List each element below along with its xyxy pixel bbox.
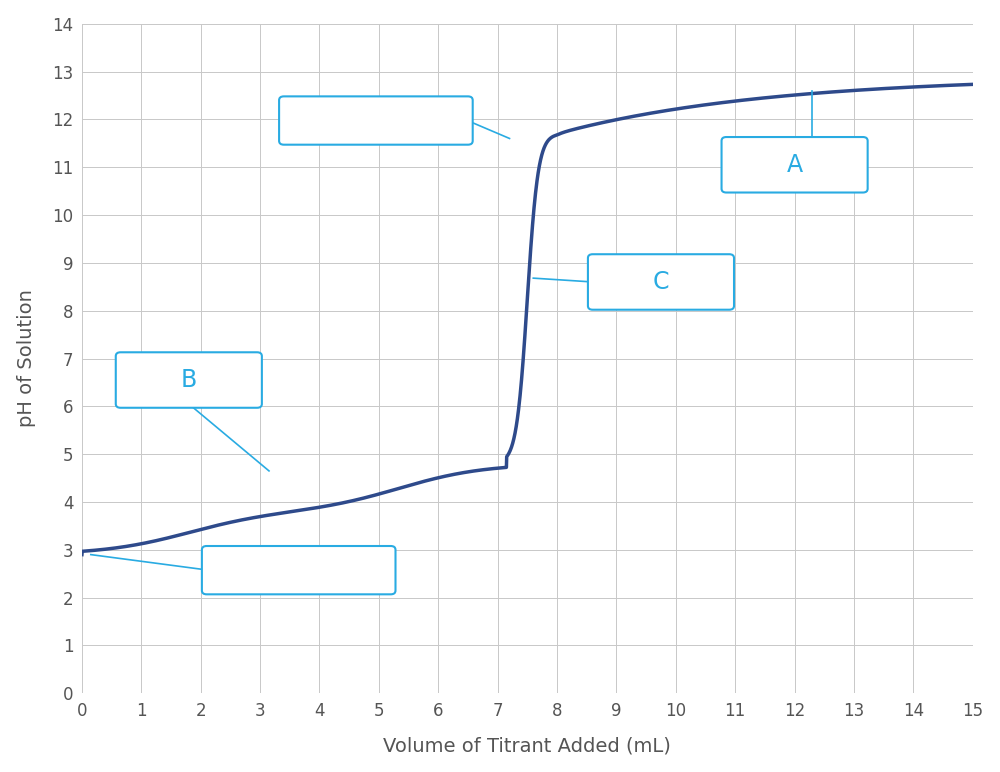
Text: A: A <box>787 153 803 177</box>
FancyBboxPatch shape <box>279 96 473 144</box>
FancyBboxPatch shape <box>722 137 868 192</box>
FancyBboxPatch shape <box>116 352 262 408</box>
Text: B: B <box>181 368 197 392</box>
Text: C: C <box>653 270 669 294</box>
Y-axis label: pH of Solution: pH of Solution <box>17 290 36 428</box>
FancyBboxPatch shape <box>202 546 395 594</box>
FancyBboxPatch shape <box>588 254 734 310</box>
X-axis label: Volume of Titrant Added (mL): Volume of Titrant Added (mL) <box>383 736 671 755</box>
